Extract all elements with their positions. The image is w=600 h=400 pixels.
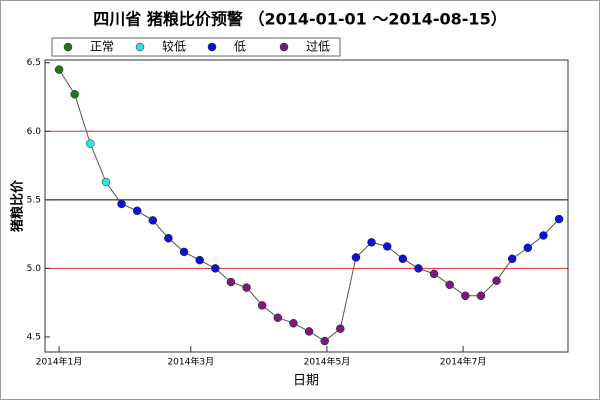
- data-point: [164, 233, 173, 243]
- data-point: [554, 214, 564, 224]
- data-point: [367, 238, 376, 247]
- legend-label: 正常: [90, 40, 114, 54]
- data-point: [351, 253, 361, 262]
- data-point: [148, 216, 158, 225]
- data-point: [398, 254, 408, 264]
- y-tick-label: 5.5: [27, 195, 41, 205]
- data-point: [304, 327, 314, 336]
- data-point: [492, 276, 501, 285]
- data-point: [507, 254, 517, 264]
- data-point: [70, 90, 79, 99]
- data-point: [101, 177, 111, 187]
- data-point: [476, 291, 486, 301]
- data-point: [523, 243, 533, 253]
- data-point: [539, 231, 548, 240]
- data-point: [226, 277, 236, 287]
- data-point: [257, 301, 267, 310]
- legend-label: 过低: [306, 40, 330, 54]
- legend-label: 低: [234, 40, 246, 54]
- data-point: [382, 242, 392, 251]
- data-point: [320, 336, 329, 346]
- legend-marker: [279, 42, 289, 52]
- legend-marker: [135, 42, 145, 52]
- data-point: [54, 65, 64, 74]
- data-point: [445, 280, 454, 290]
- data-point: [414, 264, 423, 273]
- data-point: [289, 318, 298, 328]
- y-tick-label: 4.5: [27, 332, 41, 342]
- legend-marker: [63, 42, 73, 52]
- chart-title: 四川省 猪粮比价预警 （2014-01-01 ～2014-08-15）: [93, 10, 506, 29]
- data-point: [336, 324, 345, 333]
- x-tick-label: 2014年1月: [36, 356, 83, 368]
- plot-frame: [44, 59, 569, 353]
- data-point: [179, 247, 189, 257]
- data-point: [273, 313, 283, 322]
- x-tick-label: 2014年3月: [167, 356, 214, 368]
- x-axis-label: 日期: [293, 374, 319, 389]
- data-point: [242, 283, 251, 292]
- data-point: [211, 264, 220, 273]
- x-tick-label: 2014年7月: [440, 356, 487, 368]
- data-point: [429, 269, 439, 279]
- y-tick-label: 6.0: [27, 127, 42, 137]
- y-tick-label: 6.5: [27, 58, 41, 68]
- data-point: [195, 255, 204, 265]
- y-tick-label: 5.0: [27, 264, 42, 274]
- data-point: [132, 206, 142, 216]
- legend-box: [51, 37, 341, 57]
- y-axis-label: 猪粮比价: [10, 179, 26, 233]
- data-point: [86, 139, 95, 148]
- x-tick-label: 2014年5月: [304, 356, 351, 368]
- data-point: [117, 199, 126, 209]
- legend-marker: [207, 42, 217, 52]
- legend-label: 较低: [162, 39, 186, 54]
- data-point: [461, 291, 470, 301]
